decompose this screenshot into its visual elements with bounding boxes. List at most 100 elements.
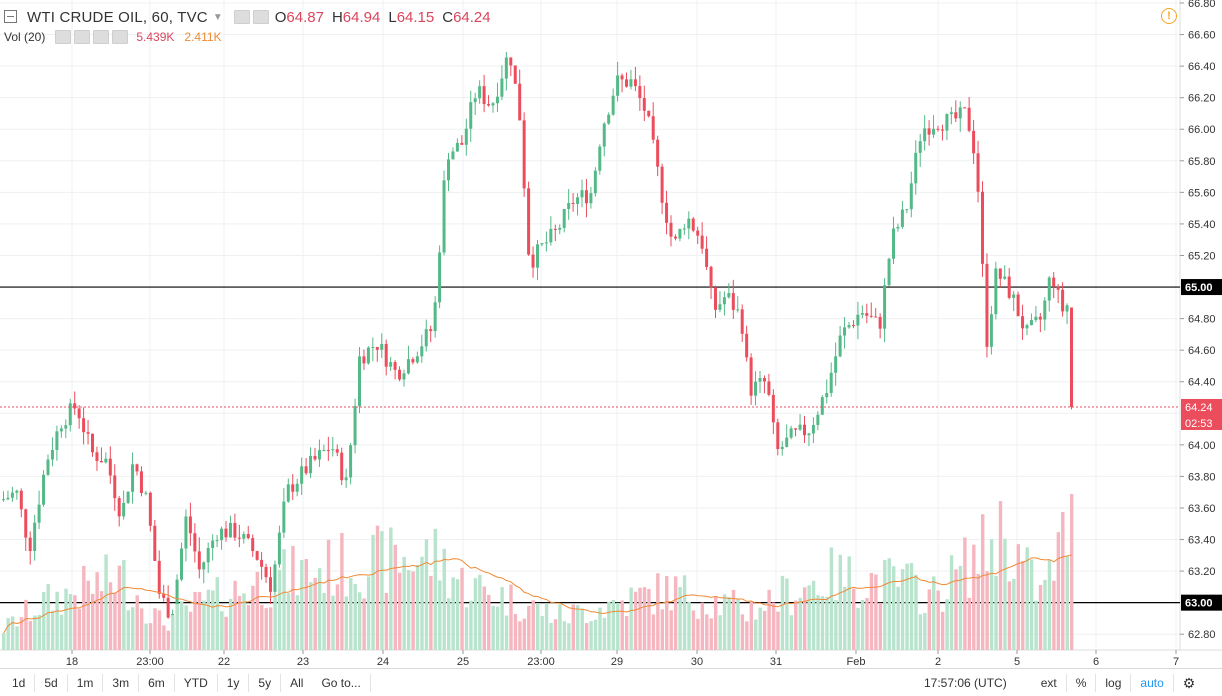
ext-button[interactable]: ext	[1032, 673, 1067, 692]
candle-body	[246, 534, 250, 539]
candle-body	[1038, 316, 1042, 320]
candle-body	[607, 114, 611, 124]
volume-bar	[1025, 547, 1029, 650]
volume-bar	[771, 602, 776, 650]
gear-icon[interactable]	[74, 30, 91, 44]
candle-body	[754, 381, 758, 396]
candle-body	[260, 559, 264, 567]
auto-button[interactable]: auto	[1131, 673, 1174, 692]
chevron-down-icon[interactable]: ▼	[212, 11, 223, 23]
candle-body	[282, 501, 286, 533]
volume-bar	[46, 584, 50, 650]
range-button-1m[interactable]: 1m	[68, 673, 104, 692]
candle-body	[264, 566, 268, 578]
low-value: 64.15	[396, 8, 435, 26]
volume-bar	[1016, 544, 1020, 650]
settings-gear-icon[interactable]: ⚙	[1182, 674, 1196, 691]
candle-body	[220, 528, 224, 541]
volume-bar	[544, 603, 549, 650]
volume-bar	[745, 621, 749, 650]
eye-icon[interactable]	[233, 10, 250, 24]
volume-bar	[64, 588, 68, 650]
symbol-label[interactable]: WTI CRUDE OIL, 60, TVC	[27, 8, 208, 26]
volume-bar	[616, 602, 620, 650]
volume-bar	[233, 580, 237, 650]
time-tick-label: 29	[611, 656, 623, 668]
candle-body	[464, 128, 468, 145]
volume-bar	[286, 593, 291, 650]
volume-bar	[1052, 580, 1056, 650]
volume-bar	[300, 559, 304, 650]
volume-bar	[264, 608, 268, 650]
volume-bar	[420, 556, 424, 650]
volume-bar	[460, 567, 464, 650]
range-button-ytd[interactable]: YTD	[175, 673, 218, 692]
range-button-3m[interactable]: 3m	[103, 673, 140, 692]
countdown-label: 02:53	[1185, 418, 1213, 430]
candle-body	[642, 98, 646, 111]
candle-body	[527, 188, 531, 255]
volume-bar	[967, 597, 972, 650]
range-button-5y[interactable]: 5y	[249, 673, 282, 692]
alert-icon[interactable]: !	[1161, 8, 1177, 24]
price-tick-label: 66.20	[1188, 93, 1216, 105]
volume-bar	[536, 603, 540, 650]
goto-button[interactable]: Go to...	[312, 673, 371, 692]
volume-bar	[803, 587, 807, 650]
log-button[interactable]: log	[1096, 673, 1132, 692]
candle-body	[295, 483, 299, 492]
candle-body	[406, 359, 410, 374]
candle-body	[309, 455, 313, 474]
eye-icon[interactable]	[55, 30, 72, 44]
volume-bar	[705, 614, 709, 650]
percent-button[interactable]: %	[1067, 673, 1097, 692]
candle-body	[718, 304, 722, 310]
last-price-box	[1181, 398, 1222, 430]
volume-bar	[19, 617, 24, 650]
range-button-6m[interactable]: 6m	[139, 673, 175, 692]
candle-body	[602, 123, 606, 147]
range-button-all[interactable]: All	[290, 675, 304, 690]
price-chart[interactable]: 62.80 63.20 63.40 63.60 63.80 64.00 64.40 64.60…	[0, 0, 1222, 668]
range-button-5d[interactable]: 5d	[35, 673, 68, 692]
candle-body	[50, 449, 54, 460]
gear-icon[interactable]	[252, 10, 269, 24]
volume-bar	[794, 600, 798, 650]
volume-bar	[883, 560, 887, 650]
volume-bar	[651, 614, 656, 650]
volume-bar	[682, 575, 687, 650]
candle-body	[682, 228, 686, 230]
time-tick-label: 25	[457, 656, 469, 668]
volume-bar	[527, 605, 531, 650]
close-icon[interactable]	[112, 30, 129, 44]
volume-bar	[157, 610, 162, 650]
volume-bar	[464, 607, 469, 650]
volume-bar	[589, 621, 593, 650]
volume-bar	[1043, 579, 1047, 650]
volume-bar	[638, 587, 642, 650]
volume-bar	[665, 576, 669, 650]
plus-icon[interactable]	[93, 30, 110, 44]
volume-bar	[277, 569, 282, 650]
volume-bar	[153, 608, 157, 650]
range-button-1d[interactable]: 1d	[3, 673, 36, 692]
candle-body	[33, 522, 37, 552]
candle-body	[424, 329, 428, 347]
candle-body	[927, 128, 931, 135]
collapse-icon[interactable]	[4, 10, 17, 23]
candle-body	[91, 433, 94, 453]
volume-bar	[776, 611, 780, 650]
candle-body	[976, 153, 980, 192]
candle-body	[317, 450, 321, 460]
volume-label[interactable]: Vol (20)	[4, 30, 46, 44]
candle-body	[1047, 277, 1051, 301]
volume-bar	[104, 554, 108, 650]
range-button-1y[interactable]: 1y	[218, 673, 250, 692]
volume-bar	[95, 572, 99, 650]
price-tick-label: 66.00	[1188, 124, 1216, 136]
volume-bar	[1012, 578, 1016, 650]
volume-bar	[197, 592, 202, 650]
candle-body	[402, 373, 406, 380]
candle-body	[811, 424, 815, 434]
candle-body	[883, 285, 887, 329]
